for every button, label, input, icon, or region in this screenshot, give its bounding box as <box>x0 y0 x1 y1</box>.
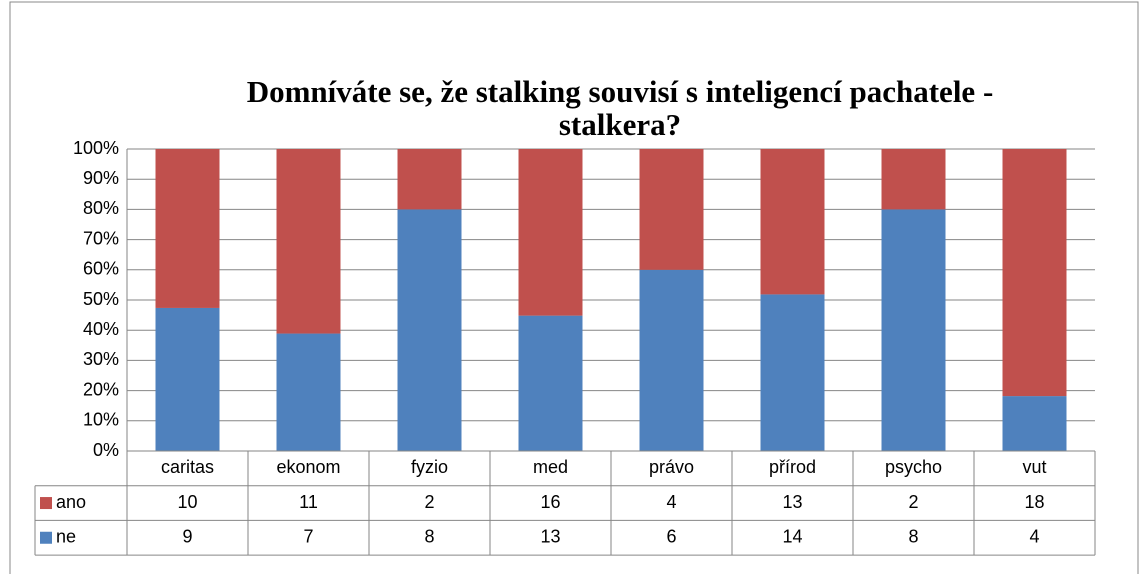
bar-segment <box>639 149 704 270</box>
legend-label: ne <box>56 527 76 547</box>
y-tick-label: 90% <box>83 168 119 188</box>
table-value: 6 <box>666 527 676 547</box>
y-tick-label: 60% <box>83 259 119 279</box>
x-tick-label: přírod <box>769 457 816 477</box>
bar-segment <box>518 315 583 451</box>
table-value: 4 <box>666 492 676 512</box>
table-value: 9 <box>182 527 192 547</box>
bar-segment <box>276 333 341 451</box>
chart-title: Domníváte se, že stalking souvisí s inte… <box>247 74 994 109</box>
bar-segment <box>760 294 825 451</box>
bar-segment <box>155 307 220 451</box>
table-value: 7 <box>303 527 313 547</box>
table-value: 4 <box>1029 527 1039 547</box>
bar-segment <box>881 209 946 451</box>
bar-segment <box>397 209 462 451</box>
table-value: 16 <box>540 492 560 512</box>
y-tick-label: 70% <box>83 228 119 248</box>
y-tick-label: 50% <box>83 289 119 309</box>
x-tick-label: právo <box>649 457 694 477</box>
table-value: 8 <box>908 527 918 547</box>
y-tick-label: 100% <box>73 138 119 158</box>
legend-swatch <box>40 531 52 544</box>
table-value: 2 <box>424 492 434 512</box>
bar-segment <box>639 269 704 451</box>
table-value: 14 <box>782 527 802 547</box>
x-tick-label: caritas <box>161 457 214 477</box>
x-tick-label: fyzio <box>411 457 448 477</box>
table-value: 13 <box>540 527 560 547</box>
bar-segment <box>760 149 825 295</box>
y-tick-label: 30% <box>83 349 119 369</box>
x-tick-label: ekonom <box>276 457 340 477</box>
bar-segment <box>397 149 462 210</box>
bar-segment <box>276 149 341 334</box>
table-value: 8 <box>424 527 434 547</box>
y-tick-label: 40% <box>83 319 119 339</box>
table-value: 2 <box>908 492 918 512</box>
table-value: 10 <box>177 492 197 512</box>
x-tick-label: psycho <box>885 457 942 477</box>
bar-segment <box>1002 396 1067 451</box>
table-value: 11 <box>299 492 318 512</box>
y-tick-label: 0% <box>93 440 119 460</box>
x-tick-label: med <box>533 457 568 477</box>
y-tick-label: 20% <box>83 379 119 399</box>
y-tick-label: 80% <box>83 198 119 218</box>
legend-swatch <box>40 497 52 510</box>
legend-label: ano <box>56 492 86 512</box>
x-tick-label: vut <box>1022 457 1046 477</box>
bar-segment <box>881 149 946 210</box>
table-value: 18 <box>1024 492 1044 512</box>
chart-title: stalkera? <box>559 107 681 142</box>
bar-segment <box>155 149 220 308</box>
chart-frame <box>9 1 1139 574</box>
y-tick-label: 10% <box>83 410 119 430</box>
table-value: 13 <box>782 492 802 512</box>
bar-segment <box>1002 149 1067 397</box>
bar-segment <box>518 149 583 316</box>
